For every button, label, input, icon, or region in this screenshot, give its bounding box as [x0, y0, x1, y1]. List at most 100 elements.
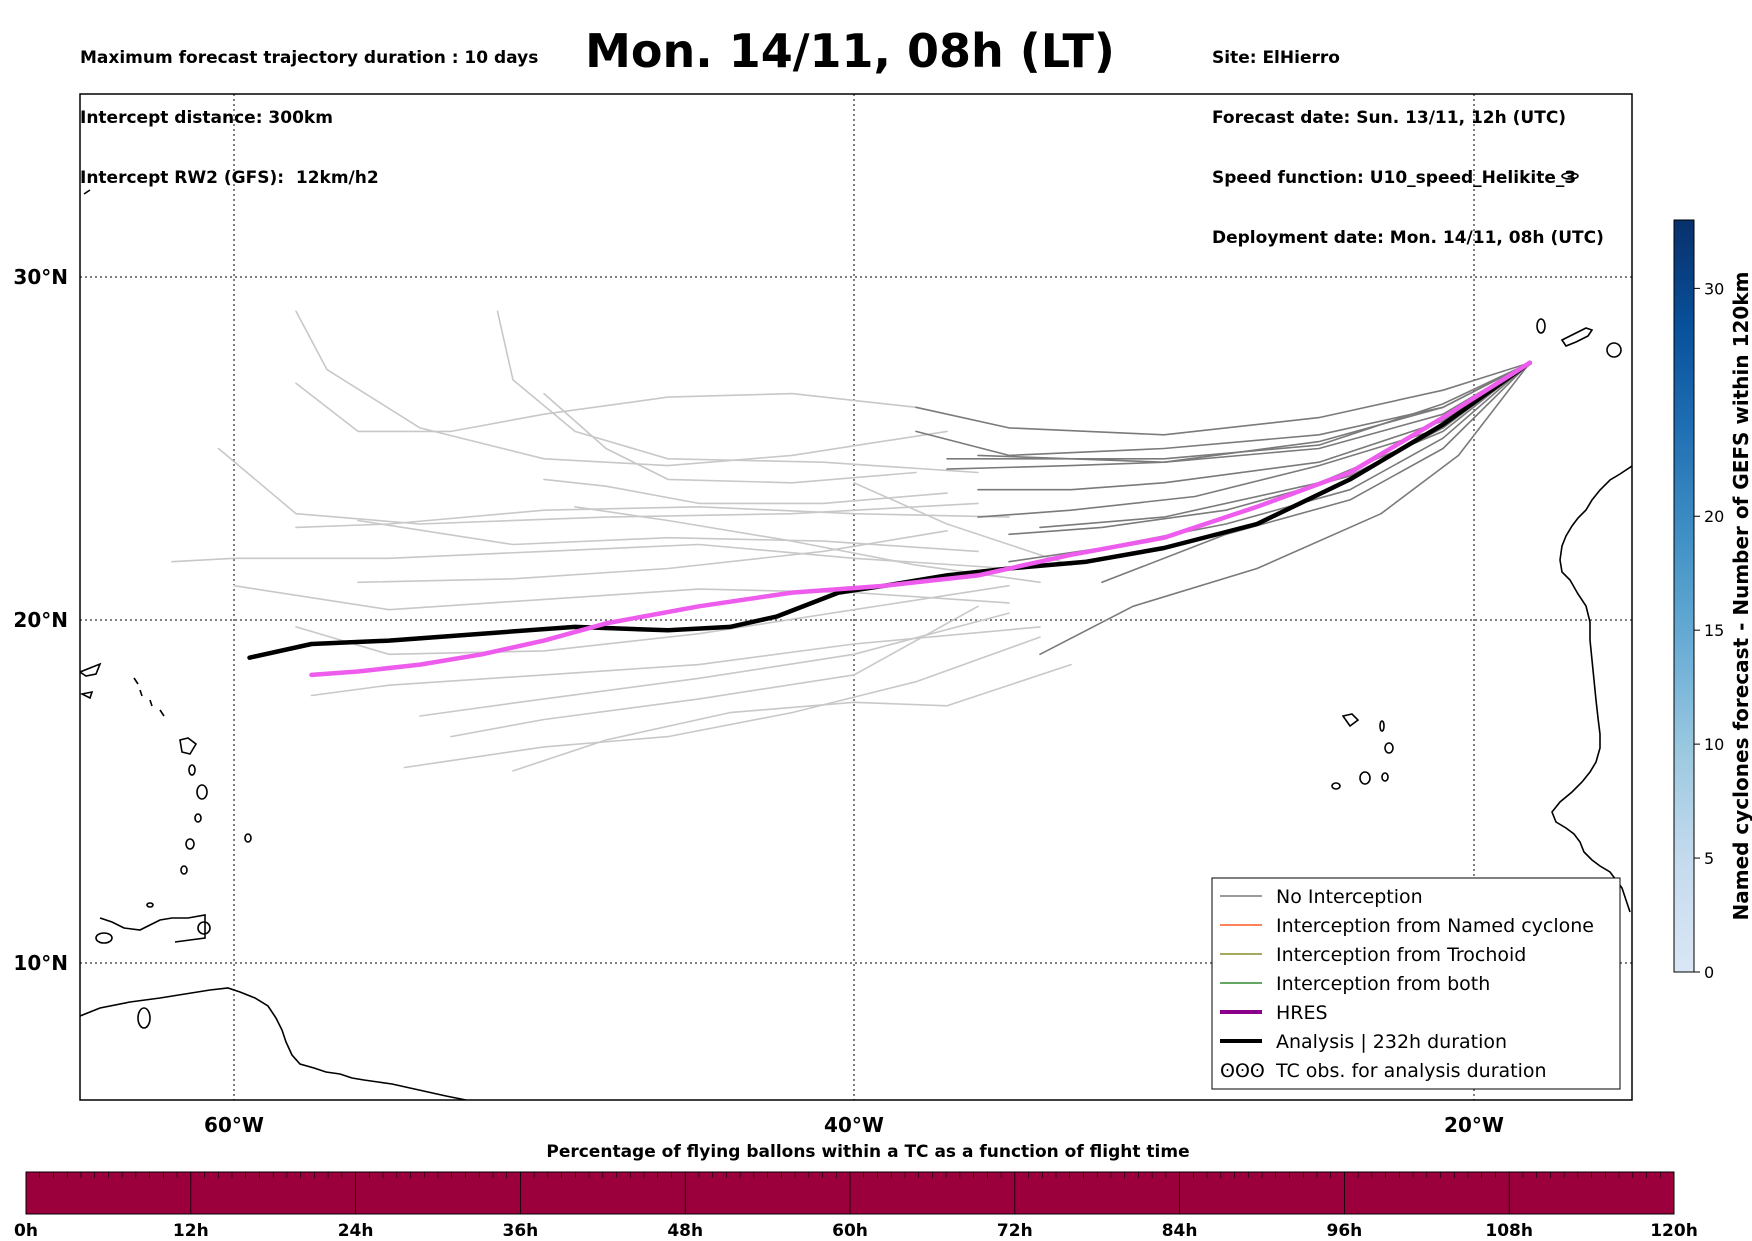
x-tick-label: 20°W [1444, 1113, 1504, 1137]
y-tick-label: 30°N [13, 265, 68, 289]
member-track-faded [574, 505, 1041, 584]
y-tick-label: 10°N [13, 951, 68, 975]
bar-tick-label: 72h [997, 1221, 1033, 1241]
colorbar-tick-label: 5 [1704, 849, 1714, 868]
island-cape-verde-f [1379, 720, 1385, 732]
colorbar-tick-label: 10 [1704, 735, 1724, 754]
member-track-faded [295, 310, 948, 467]
island-cape-verde-c [1359, 771, 1371, 785]
member-track-faded [310, 626, 1041, 697]
bar-tick-label: 48h [667, 1221, 703, 1241]
member-track-faded [233, 584, 1010, 611]
island-canaries-c [1606, 342, 1622, 358]
plot-frame [79, 93, 1633, 1101]
island-tobago [95, 932, 113, 944]
island-antilles-f [180, 865, 188, 875]
island-barbados [146, 902, 154, 908]
member-track-no-interception [1101, 361, 1531, 584]
member-track-faded [450, 605, 979, 738]
island-trinidad [197, 921, 211, 935]
island-cape-verde-a [1341, 713, 1360, 728]
island-antilles-e [185, 838, 195, 850]
legend-box [1211, 877, 1621, 1090]
member-track-no-interception [946, 361, 1531, 470]
member-track-faded [543, 392, 917, 484]
legend-label: Interception from both [1276, 973, 1490, 995]
header-line-deployment-date: Deployment date: Mon. 14/11, 08h (UTC) [1212, 228, 1604, 248]
colorbar-tick-label: 0 [1704, 963, 1714, 982]
legend-label: Interception from Named cyclone [1276, 915, 1594, 937]
coast-south-america [80, 987, 467, 1100]
legend-label: No Interception [1276, 886, 1423, 908]
island-antilles-b [196, 784, 208, 800]
legend-label: TC obs. for analysis duration [1275, 1060, 1547, 1082]
member-track-no-interception [915, 361, 1531, 436]
bar-tick-label: 0h [14, 1221, 38, 1241]
coastlines [80, 172, 1632, 1100]
trajectory-tracks [171, 310, 1533, 772]
bar-tick-label: 36h [503, 1221, 539, 1241]
member-track-faded [295, 505, 1010, 529]
island-margarita [137, 1007, 151, 1029]
header-info-left: Maximum forecast trajectory duration : 1… [80, 8, 538, 208]
member-track-faded [295, 584, 1010, 656]
header-line-intercept: Intercept RW2 (GFS): 12km/h2 [80, 168, 379, 188]
island-antilles-g [244, 833, 252, 843]
island-canaries-b [1560, 327, 1594, 347]
header-line-forecast-date: Forecast date: Sun. 13/11, 12h (UTC) [1212, 108, 1567, 128]
member-track-faded [357, 529, 948, 584]
x-tick-label: 60°W [204, 1113, 264, 1137]
member-track-faded [853, 481, 1072, 566]
analysis-track [247, 360, 1533, 660]
member-track-faded [512, 663, 1072, 772]
coast-venezuela-peninsula [99, 914, 206, 943]
header-line-speed-function: Speed function: U10_speed_Helikite_3 [1212, 168, 1577, 188]
island-leewards [80, 662, 102, 700]
colorbar-tick-label: 30 [1704, 279, 1724, 298]
bar-tick-label: 108h [1485, 1221, 1533, 1241]
colorbar-tick-label: 20 [1704, 507, 1724, 526]
member-track-faded [217, 447, 979, 525]
y-tick-label: 20°N [13, 608, 68, 632]
legend-label: Interception from Trochoid [1276, 944, 1526, 966]
bar-tick-label: 60h [832, 1221, 868, 1241]
member-track-faded [295, 382, 917, 433]
island-cape-verde-d [1331, 782, 1341, 790]
island-cape-verde-b [1384, 742, 1394, 754]
bar-title: Percentage of flying ballons within a TC… [546, 1142, 1189, 1162]
member-track-faded [543, 478, 948, 505]
island-small-cluster [133, 677, 165, 717]
header-info-right: Site: ElHierro Forecast date: Sun. 13/11… [1212, 8, 1604, 268]
legend: No Interception Interception from Named c… [1211, 877, 1621, 1090]
bar-tick-label: 120h [1650, 1221, 1698, 1241]
grid-lines [80, 94, 1632, 1100]
flight-time-bar: Percentage of flying ballons within a TC… [14, 1142, 1698, 1241]
member-track-no-interception [977, 361, 1531, 464]
member-track-faded [496, 310, 979, 474]
member-track-no-interception [946, 361, 1531, 460]
x-tick-label: 40°W [824, 1113, 884, 1137]
member-track-no-interception [1039, 361, 1531, 656]
header-line-distance: Intercept distance: 300km [80, 108, 333, 128]
legend-label: Analysis | 232h duration [1276, 1031, 1507, 1053]
island-canaries-a [1536, 318, 1546, 334]
legend-label: HRES [1276, 1002, 1328, 1024]
tc-obs-symbol-icon: ʘʘʘ [1220, 1060, 1265, 1082]
member-track-no-interception [1039, 361, 1531, 529]
header-line-duration: Maximum forecast trajectory duration : 1… [80, 48, 539, 68]
member-track-no-interception [1008, 361, 1531, 563]
member-track-faded [403, 636, 1041, 769]
header-line-site: Site: ElHierro [1212, 48, 1340, 68]
colorbar-tick-label: 15 [1704, 621, 1724, 640]
member-track-faded [419, 612, 1010, 717]
member-track-faded [357, 519, 979, 553]
chart-title: Mon. 14/11, 08h (LT) [585, 24, 1115, 78]
island-bermuda [83, 189, 91, 195]
coast-west-africa [1551, 465, 1632, 913]
hres-track [309, 360, 1533, 678]
island-cape-verde-e [1381, 772, 1389, 782]
member-track-no-interception [977, 361, 1531, 491]
island-antilles-c [188, 764, 196, 776]
bar-tick-label: 84h [1162, 1221, 1198, 1241]
